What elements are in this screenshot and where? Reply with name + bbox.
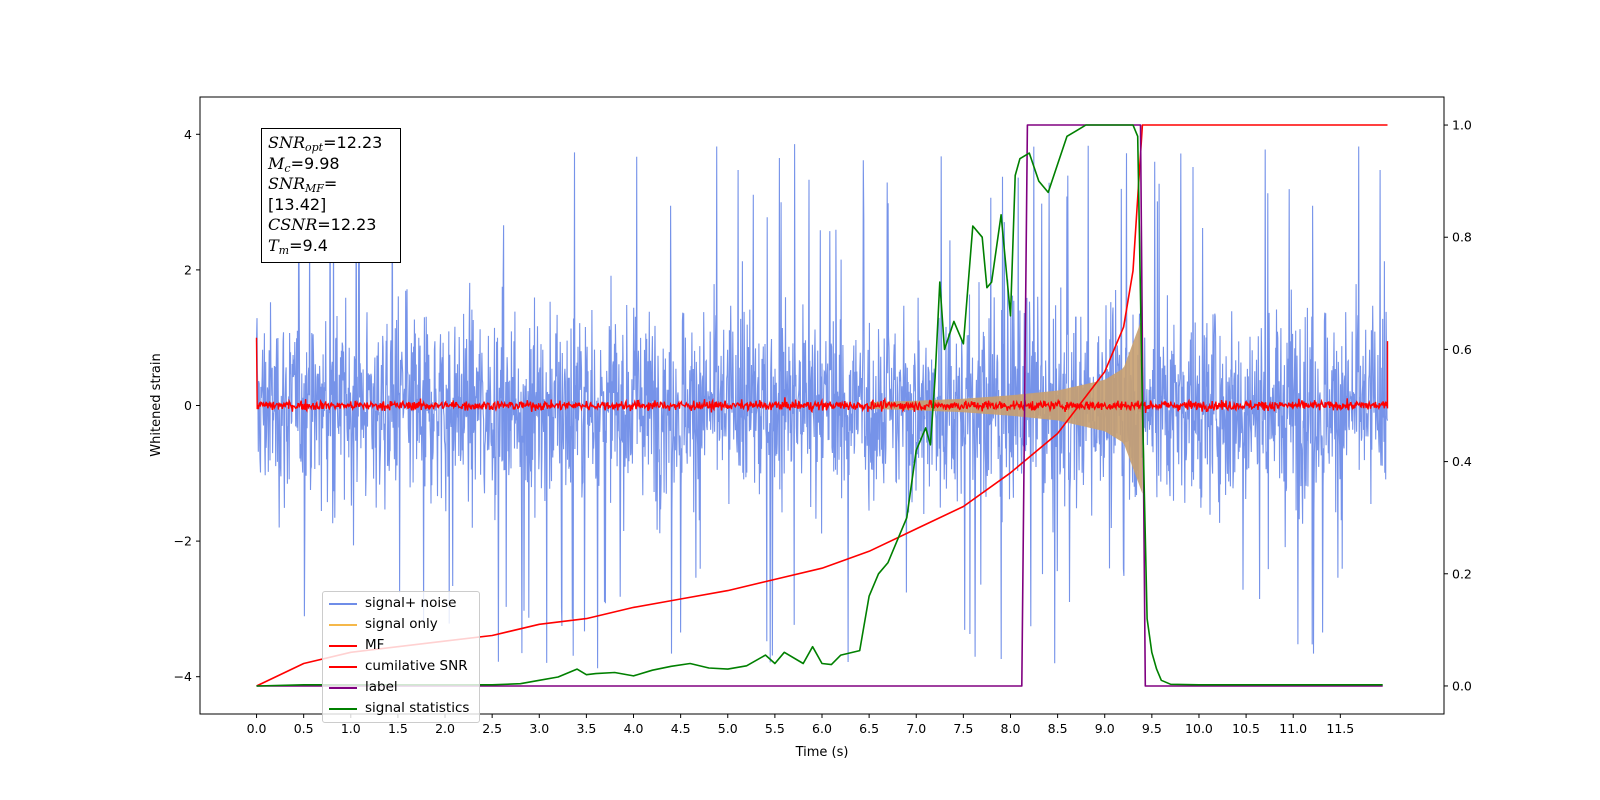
y-tick-label: −4 [174,669,192,684]
x-tick-label: 7.0 [906,721,926,736]
legend-label: signal statistics [365,700,470,716]
legend-item: signal only [323,615,479,635]
legend-label: signal+ noise [365,595,457,611]
stats-line-mc: Mc=9.98 [268,153,340,175]
y-tick-label: −2 [174,534,192,549]
series-label [256,124,1383,687]
x-tick-label: 10.5 [1232,721,1260,736]
legend-item: signal statistics [323,699,479,719]
legend-swatch [329,666,357,668]
series-mf [255,337,1389,414]
legend-swatch [329,645,357,647]
x-tick-label: 1.5 [388,721,408,736]
x-tick-label: 0.5 [294,721,314,736]
legend-item: MF [323,636,479,656]
stats-line-snr-opt: SNRopt=12.23 [268,133,383,154]
x-tick-label: 2.5 [482,721,502,736]
stats-annotation-box: SNRopt=12.23 Mc=9.98 SNRMF=[13.42] CSNR=… [261,128,401,263]
legend-item: cumilative SNR [323,657,479,677]
x-tick-label: 2.0 [435,721,455,736]
x-tick-label: 6.0 [812,721,832,736]
stats-line-tm: Tm=9.4 [268,235,328,257]
x-tick-label: 5.5 [765,721,785,736]
x-tick-label: 8.5 [1048,721,1068,736]
x-tick-label: 9.5 [1142,721,1162,736]
legend-swatch [329,708,357,710]
x-tick-label: 3.5 [576,721,596,736]
legend-item: label [323,678,479,698]
y-tick-label: 2 [184,262,192,277]
legend-swatch [329,687,357,689]
series-signal-noise [255,144,1389,669]
x-tick-label: 11.5 [1326,721,1354,736]
x-tick-label: 0.0 [247,721,267,736]
legend-label: cumilative SNR [365,658,468,674]
legend-swatch [329,603,357,605]
y-axis-label: Whitened strain [149,353,164,456]
series-signal-statistics [256,124,1383,687]
legend-label: label [365,679,398,695]
legend-label: MF [365,637,385,653]
y-tick-label: 4 [184,127,192,142]
x-tick-label: 6.5 [859,721,879,736]
legend-item: signal+ noise [323,594,479,614]
y2-tick-label: 0.6 [1452,342,1472,357]
x-tick-label: 4.0 [624,721,644,736]
legend-label: signal only [365,616,438,632]
y2-tick-label: 0.8 [1452,230,1472,245]
legend-swatch [329,624,357,626]
y2-tick-label: 1.0 [1452,118,1472,133]
legend: signal+ noise signal only MF cumilative … [322,591,480,723]
y-tick-label: 0 [184,398,192,413]
stats-line-csnr: CSNR=12.23 [268,215,377,235]
x-tick-label: 7.5 [953,721,973,736]
y2-tick-label: 0.4 [1452,454,1472,469]
x-tick-label: 9.0 [1095,721,1115,736]
x-tick-label: 5.0 [718,721,738,736]
x-tick-label: 3.0 [529,721,549,736]
y2-tick-label: 0.2 [1452,566,1472,581]
x-tick-label: 1.0 [341,721,361,736]
x-tick-label: 4.5 [671,721,691,736]
x-tick-label: 10.0 [1185,721,1213,736]
stats-line-snr-mf: SNRMF=[13.42] [268,174,338,214]
x-axis-label: Time (s) [795,745,849,760]
y2-tick-label: 0.0 [1452,678,1472,693]
x-tick-label: 11.0 [1279,721,1307,736]
x-tick-label: 8.0 [1001,721,1021,736]
